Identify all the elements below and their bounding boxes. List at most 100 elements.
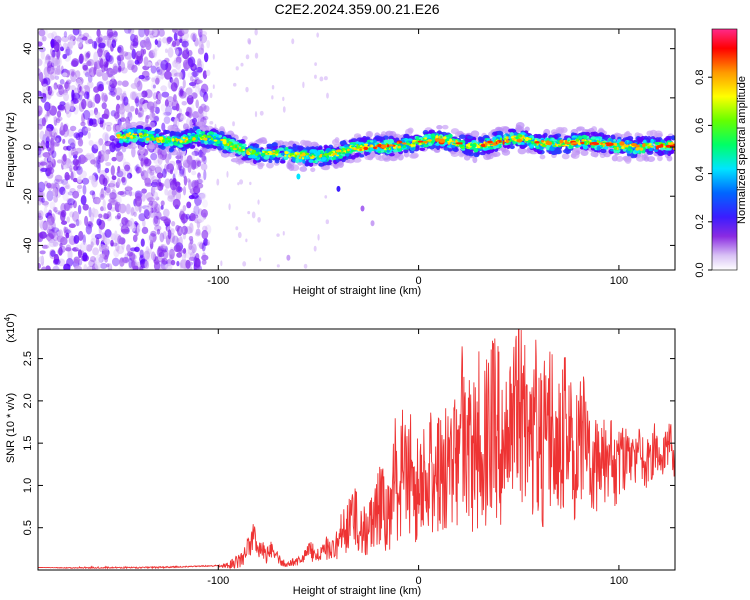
spectrogram-cell: [81, 177, 90, 185]
spectrogram-cell: [126, 172, 133, 179]
spectrogram-cell: [53, 195, 58, 203]
spectrogram-cell: [131, 146, 136, 158]
spectrogram-cell: [157, 154, 163, 165]
spectrogram-cell: [55, 117, 61, 124]
spectrogram-cell: [75, 219, 80, 227]
spectrogram-cell: [121, 176, 126, 183]
spectrogram-cell: [150, 65, 157, 74]
spectrogram-cell: [164, 217, 171, 226]
spectrogram-cell: [580, 141, 585, 145]
spectrogram-cell: [150, 181, 159, 188]
spectrogram-cell: [186, 201, 192, 209]
spectrogram-cell: [187, 72, 192, 78]
spectrogram-cell: [326, 92, 329, 99]
spectrogram-cell: [204, 140, 208, 145]
spectrogram-cell: [66, 216, 71, 223]
spectrogram-cell: [274, 150, 278, 154]
spectrogram-cell: [201, 259, 207, 265]
colorbar-gradient: [712, 29, 737, 270]
spectrogram-cell: [139, 259, 146, 265]
spectrogram-cell: [441, 124, 449, 130]
spectrogram-cell: [44, 101, 51, 112]
spectrogram-cell: [41, 200, 49, 206]
spectrogram-cell: [470, 143, 473, 147]
spectrogram-cell: [139, 101, 143, 112]
spectrogram-cell: [48, 154, 55, 165]
spectrogram-cell: [181, 29, 189, 35]
spectrogram-cell: [64, 185, 70, 190]
spectrogram-cell: [142, 65, 150, 71]
spectrogram-cell: [486, 140, 493, 144]
spectrogram-cell: [350, 145, 355, 148]
spectrogram-cell: [88, 259, 95, 268]
spectrogram-cell: [591, 141, 598, 145]
spectrogram-cell: [119, 93, 124, 101]
spectrogram-cell: [61, 220, 68, 225]
spectrogram-cell: [124, 51, 133, 60]
spectrogram-cell: [143, 206, 152, 218]
spectrogram-cell: [204, 137, 208, 141]
snr-scale-label: (x104): [3, 313, 17, 343]
spectrogram-cell: [183, 46, 189, 55]
spectrogram-cell: [402, 142, 407, 145]
spectrogram-cell: [487, 144, 491, 147]
spectrogram-cell: [145, 114, 150, 120]
spectrogram-cell: [164, 129, 170, 135]
spectrogram-cell: [116, 195, 122, 205]
spectrogram-cell: [120, 67, 128, 74]
spectrogram-cell: [143, 56, 149, 67]
spectrogram-cell: [89, 256, 96, 263]
spectrogram-cell: [40, 50, 45, 60]
spectrogram-cell: [196, 62, 203, 69]
spectrogram-cell: [38, 105, 43, 116]
spectrogram-cell: [160, 103, 167, 112]
spectrogram-cell: [522, 135, 525, 139]
spectrogram-cell: [184, 252, 192, 259]
spectrogram-cell: [359, 154, 365, 158]
spectrogram-cell: [153, 191, 159, 199]
spectrogram-cell: [153, 203, 161, 214]
spectrogram-cell: [71, 89, 75, 101]
spectrogram-cell: [129, 105, 135, 112]
spectrogram-cell: [45, 265, 51, 270]
spectrogram-cell: [323, 76, 328, 81]
spectrogram-cell: [396, 141, 399, 145]
spectrogram-cell: [116, 133, 121, 138]
spectrogram-cell: [42, 221, 51, 231]
spectrogram-cell: [317, 234, 320, 241]
spectrogram-cell: [167, 189, 175, 200]
spectrogram-cell: [48, 183, 57, 189]
spectrogram-cell: [65, 184, 71, 190]
spectrogram-cell: [63, 263, 71, 270]
spectrogram-y-tick-label: 40: [22, 43, 34, 55]
spectrogram-cell: [111, 257, 120, 267]
spectrogram-cell: [155, 164, 164, 174]
spectrogram-cell: [198, 38, 204, 49]
spectrogram-cell: [175, 190, 182, 202]
spectrogram-cell: [303, 263, 308, 269]
spectrogram-cell: [48, 229, 56, 239]
spectrogram-cell: [262, 150, 265, 153]
spectrogram-cell: [191, 111, 200, 119]
spectrogram-cell: [106, 80, 113, 86]
spectrogram-cell: [304, 162, 309, 167]
spectrogram-cell: [254, 52, 259, 59]
spectrogram-cell: [179, 88, 184, 97]
spectrogram-cell: [79, 242, 88, 252]
spectrogram-cell: [529, 144, 535, 149]
spectrogram-cell: [99, 191, 106, 199]
spectrogram-cell: [197, 192, 206, 199]
spectrogram-cell: [103, 94, 108, 102]
spectrogram-cell: [138, 74, 145, 80]
spectrogram-cell: [422, 137, 425, 141]
spectrogram-cell: [540, 143, 543, 146]
spectrogram-cell: [79, 37, 84, 44]
spectrogram-cell: [57, 105, 66, 112]
colorbar-tick-label: 0.0: [694, 262, 706, 277]
spectrogram-cell: [38, 210, 44, 219]
spectrogram-cell: [184, 137, 188, 140]
spectrogram-cell: [38, 262, 41, 269]
spectrogram-cell: [131, 260, 135, 269]
spectrogram-cell: [82, 184, 87, 195]
spectrogram-cell: [91, 144, 99, 154]
